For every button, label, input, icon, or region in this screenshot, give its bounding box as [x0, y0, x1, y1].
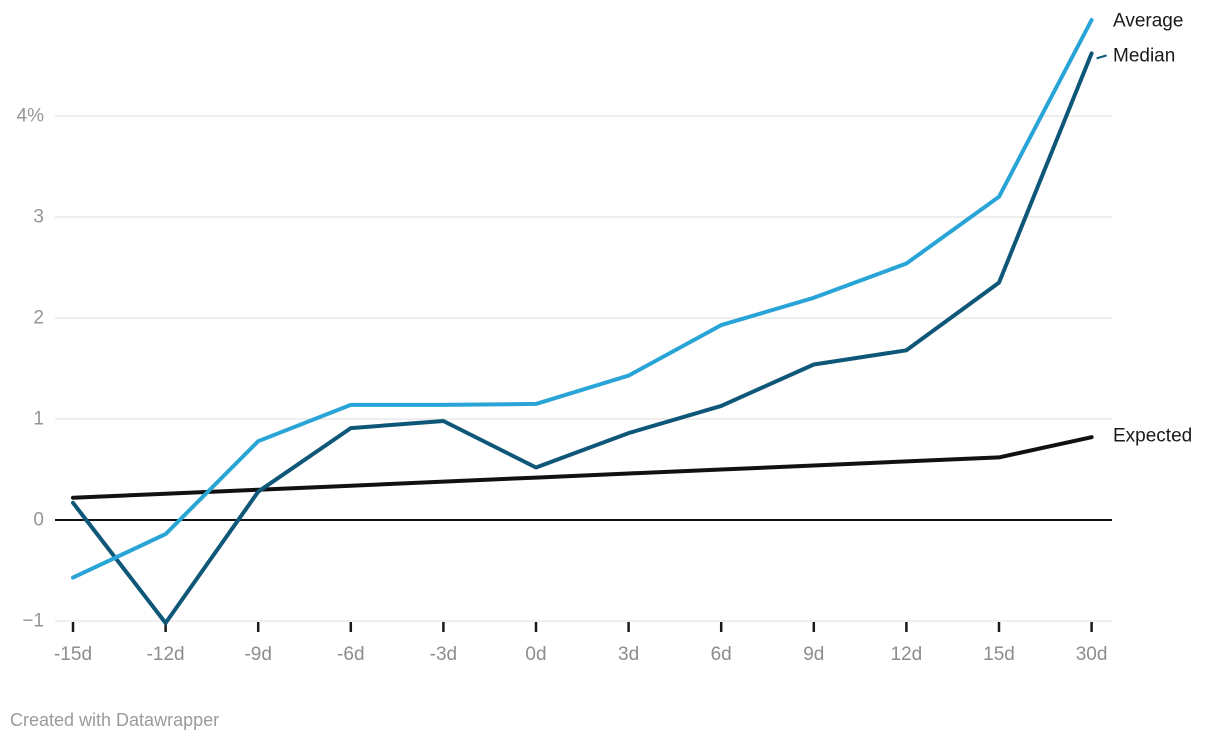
series-line-average [71, 18, 1094, 580]
y-axis-label: 4% [16, 105, 44, 127]
x-axis-label: 0d [525, 644, 547, 665]
y-axis-label: 0 [33, 509, 44, 531]
median-label-connector [1096, 54, 1107, 60]
x-axis-label: -12d [146, 644, 185, 665]
x-axis-label: 12d [890, 644, 923, 665]
y-axis-label: 3 [33, 206, 44, 228]
x-axis-label: -9d [244, 644, 272, 665]
datawrapper-credit: Created with Datawrapper [10, 710, 220, 730]
x-axis-label: 6d [710, 644, 732, 665]
x-axis-label: -6d [337, 644, 365, 665]
y-axis-label: −1 [22, 610, 44, 632]
series-label-median: Median [1113, 45, 1176, 67]
x-axis-label: 30d [1075, 644, 1108, 665]
x-axis-label: -3d [429, 644, 458, 665]
y-axis-label: 1 [33, 408, 44, 430]
series-line-expected [71, 435, 1094, 500]
x-axis-label: 15d [983, 644, 1015, 665]
series-line-median [71, 51, 1094, 625]
series-label-average: Average [1113, 10, 1184, 32]
x-axis-label: -15d [53, 644, 93, 665]
x-axis-label: 3d [618, 644, 640, 665]
series-label-expected: Expected [1113, 425, 1193, 447]
x-axis-label: 9d [803, 644, 825, 665]
y-axis-label: 2 [33, 307, 44, 329]
